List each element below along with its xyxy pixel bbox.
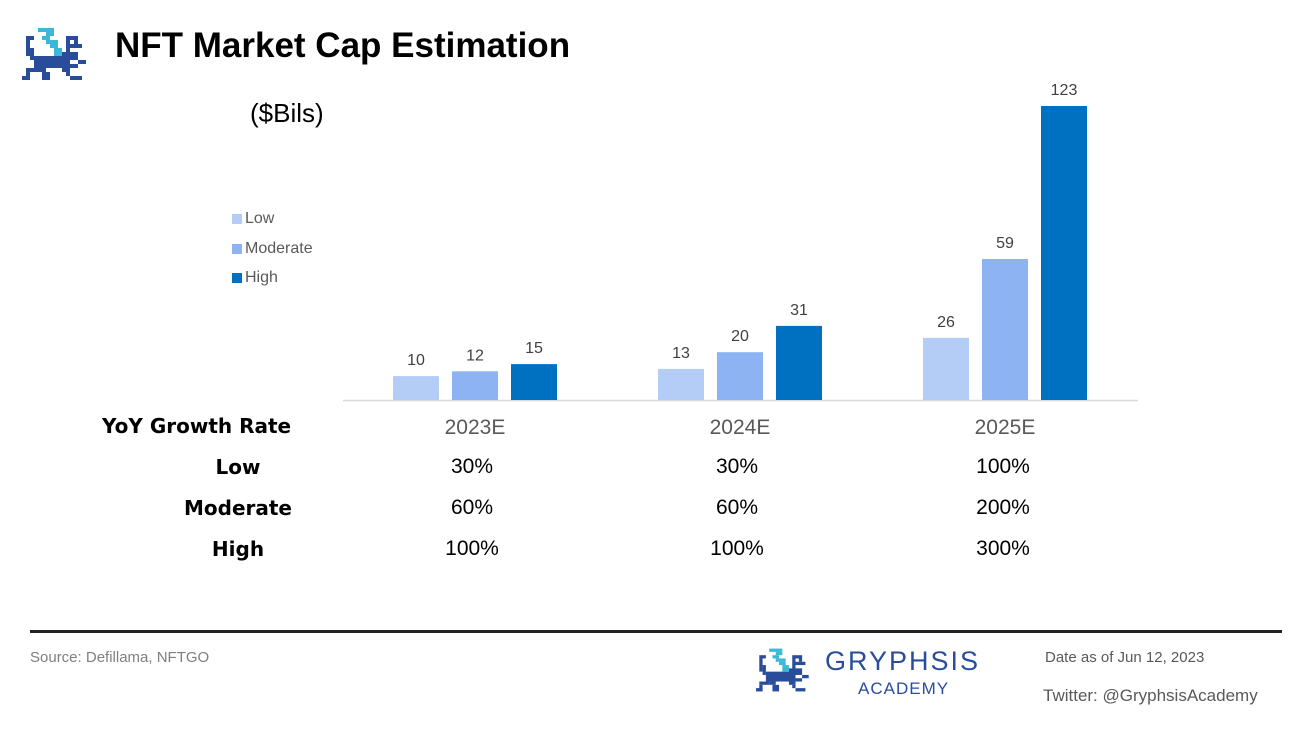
- source-note: Source: Defillama, NFTGO: [30, 649, 210, 666]
- legend-item-low: Low: [232, 210, 274, 228]
- footer-divider: [30, 630, 1282, 633]
- growth-row-label-moderate: Moderate: [183, 496, 293, 520]
- legend-label: Moderate: [245, 240, 313, 257]
- gryphsis-logo-icon: [22, 28, 86, 80]
- twitter-handle: Twitter: @GryphsisAcademy: [1043, 686, 1258, 705]
- growth-cell: 100%: [445, 537, 499, 560]
- bar-chart: 10 12 15 13 20 31 26 59 123 2023E 2024E 2025E: [343, 82, 1138, 439]
- data-label-moderate-2023e: 12: [466, 347, 484, 364]
- category-label-2024e: 2024E: [710, 416, 771, 439]
- bar-low-2024e: [658, 368, 704, 400]
- growth-table-header: YoY Growth Rate: [102, 414, 292, 438]
- growth-cell: 30%: [450, 455, 494, 478]
- data-label-high-2025e: 123: [1051, 82, 1078, 99]
- growth-cell: 300%: [976, 537, 1030, 560]
- data-label-low-2023e: 10: [407, 352, 425, 369]
- chart-title: NFT Market Cap Estimation: [115, 26, 571, 65]
- growth-cell: 200%: [976, 496, 1030, 519]
- legend-swatch-low: [232, 214, 242, 224]
- growth-row-label-low: Low: [215, 455, 261, 479]
- data-label-high-2024e: 31: [790, 302, 808, 319]
- brand-name: GRYPHSIS: [825, 646, 981, 676]
- growth-cell: 30%: [715, 455, 759, 478]
- legend-label: Low: [245, 210, 275, 227]
- bar-low-2025e: [923, 337, 969, 400]
- bar-moderate-2025e: [982, 258, 1028, 400]
- growth-cell: 60%: [715, 496, 759, 519]
- category-label-2023e: 2023E: [445, 416, 506, 439]
- gryphsis-footer-logo-icon: [756, 648, 809, 692]
- growth-cell: 100%: [976, 455, 1030, 478]
- data-label-moderate-2025e: 59: [996, 235, 1014, 252]
- data-label-moderate-2024e: 20: [731, 328, 749, 345]
- brand-subtitle: ACADEMY: [858, 679, 950, 698]
- growth-cell: 100%: [710, 537, 764, 560]
- growth-cell: 60%: [450, 496, 494, 519]
- legend-item-high: High: [232, 269, 278, 287]
- data-label-low-2024e: 13: [672, 345, 690, 362]
- unit-label: ($Bils): [250, 98, 324, 128]
- legend-item-moderate: Moderate: [232, 240, 313, 258]
- category-label-2025e: 2025E: [975, 416, 1036, 439]
- legend-swatch-high: [232, 273, 242, 283]
- legend-label: High: [245, 269, 278, 286]
- growth-row-label-high: High: [211, 537, 265, 561]
- legend-swatch-moderate: [232, 244, 242, 254]
- bar-moderate-2023e: [452, 371, 498, 400]
- data-label-low-2025e: 26: [937, 314, 955, 331]
- bar-low-2023e: [393, 376, 439, 400]
- bar-high-2023e: [511, 364, 557, 400]
- date-note: Date as of Jun 12, 2023: [1045, 649, 1205, 666]
- bar-high-2024e: [776, 325, 822, 400]
- data-label-high-2023e: 15: [525, 340, 543, 357]
- bar-moderate-2024e: [717, 352, 763, 400]
- bar-high-2025e: [1041, 106, 1087, 400]
